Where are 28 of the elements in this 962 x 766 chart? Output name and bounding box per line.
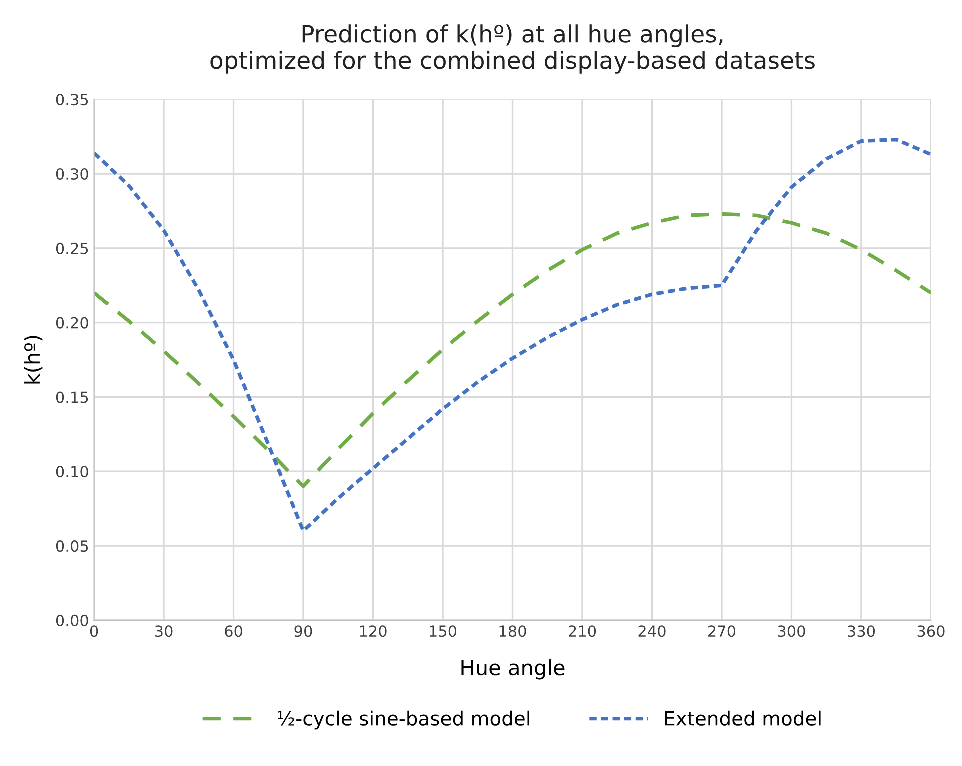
x-tick-label: 360 bbox=[918, 626, 945, 638]
x-tick-label: 240 bbox=[638, 626, 666, 638]
x-tick-label: 90 bbox=[294, 626, 312, 638]
chart-title: Prediction of k(hº) at all hue angles, optimized for the combined display-based datasets bbox=[210, 24, 815, 74]
x-tick-label: 180 bbox=[500, 626, 526, 638]
y-tick-label: 0.20 bbox=[56, 317, 88, 329]
y-tick-label: 0.25 bbox=[56, 242, 88, 254]
y-tick-label: 0.35 bbox=[56, 94, 88, 106]
y-tick-label: 0.05 bbox=[56, 540, 88, 552]
y-tick-label: 0.30 bbox=[56, 168, 88, 180]
x-tick-label: 120 bbox=[360, 626, 387, 638]
line-series bbox=[94, 138, 932, 533]
x-tick-label: 60 bbox=[225, 626, 242, 638]
y-tick-label: 0.00 bbox=[56, 614, 88, 626]
x-tick-label: 270 bbox=[708, 626, 736, 638]
x-tick-label: 30 bbox=[155, 626, 173, 638]
legend-label: Extended model bbox=[665, 710, 821, 726]
line-series bbox=[94, 212, 932, 488]
x-tick-label: 300 bbox=[778, 626, 806, 638]
y-tick-label: 0.15 bbox=[56, 392, 88, 404]
legend-label: ½-cycle sine-based model bbox=[278, 710, 530, 730]
x-tick-label: 150 bbox=[430, 626, 457, 638]
y-axis-title: k(hº) bbox=[24, 336, 43, 384]
x-tick-label: 0 bbox=[90, 626, 98, 638]
x-tick-label: 330 bbox=[848, 626, 876, 638]
x-tick-label: 210 bbox=[569, 626, 596, 638]
x-axis-title: Hue angle bbox=[462, 660, 565, 680]
y-tick-label: 0.10 bbox=[56, 466, 88, 478]
